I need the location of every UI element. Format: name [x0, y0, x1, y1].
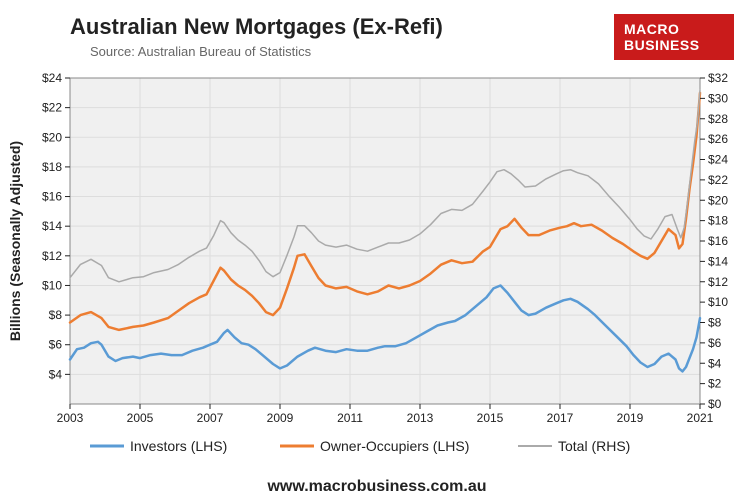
x-tick-label: 2017 — [547, 411, 574, 425]
right-tick-label: $4 — [708, 356, 722, 370]
x-tick-label: 2003 — [57, 411, 84, 425]
left-tick-label: $4 — [49, 367, 63, 381]
x-tick-label: 2005 — [127, 411, 154, 425]
right-tick-label: $30 — [708, 91, 728, 105]
x-tick-label: 2021 — [687, 411, 714, 425]
x-tick-label: 2011 — [337, 411, 363, 425]
right-tick-label: $32 — [708, 71, 728, 85]
right-tick-label: $8 — [708, 316, 722, 330]
left-tick-label: $20 — [42, 130, 62, 144]
x-tick-label: 2015 — [477, 411, 504, 425]
right-tick-label: $14 — [708, 254, 728, 268]
right-tick-label: $16 — [708, 234, 728, 248]
left-tick-label: $6 — [49, 338, 63, 352]
logo-line2: BUSINESS — [624, 37, 700, 53]
right-tick-label: $12 — [708, 275, 728, 289]
line-chart: 2003 2005 2007 2009 2011 2013 2015 2017 2019 2021… — [0, 66, 754, 476]
legend-label: Total (RHS) — [558, 438, 630, 454]
chart-title: Australian New Mortgages (Ex-Refi) — [70, 14, 443, 40]
left-tick-label: $22 — [42, 101, 62, 115]
chart-container: 2003 2005 2007 2009 2011 2013 2015 2017 2019 2021… — [0, 66, 754, 476]
legend-label: Owner-Occupiers (LHS) — [320, 438, 469, 454]
right-tick-label: $2 — [708, 377, 722, 391]
x-tick-label: 2009 — [267, 411, 294, 425]
right-tick-label: $28 — [708, 112, 728, 126]
x-tick-label: 2013 — [407, 411, 434, 425]
left-tick-label: $14 — [42, 219, 62, 233]
right-tick-label: $18 — [708, 214, 728, 228]
right-tick-label: $10 — [708, 295, 728, 309]
right-tick-label: $6 — [708, 336, 722, 350]
chart-subtitle: Source: Australian Bureau of Statistics — [90, 44, 311, 59]
left-tick-label: $16 — [42, 190, 62, 204]
right-tick-label: $26 — [708, 132, 728, 146]
right-tick-label: $20 — [708, 193, 728, 207]
y-axis-label: Billions (Seasonally Adjusted) — [7, 141, 23, 341]
right-tick-label: $0 — [708, 397, 722, 411]
left-tick-label: $12 — [42, 249, 62, 263]
left-tick-label: $24 — [42, 71, 62, 85]
left-tick-label: $8 — [49, 308, 63, 322]
left-tick-label: $18 — [42, 160, 62, 174]
footer-url: www.macrobusiness.com.au — [0, 478, 754, 496]
x-tick-label: 2007 — [197, 411, 224, 425]
right-tick-label: $22 — [708, 173, 728, 187]
left-tick-label: $10 — [42, 278, 62, 292]
logo-line1: MACRO — [624, 21, 679, 37]
right-tick-label: $24 — [708, 153, 728, 167]
legend-label: Investors (LHS) — [130, 438, 227, 454]
x-tick-label: 2019 — [617, 411, 644, 425]
brand-logo: MACRO BUSINESS — [614, 14, 734, 60]
